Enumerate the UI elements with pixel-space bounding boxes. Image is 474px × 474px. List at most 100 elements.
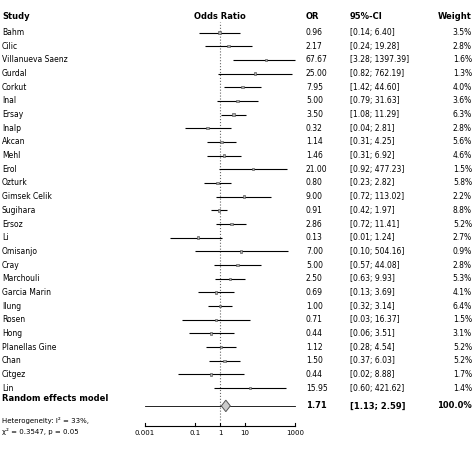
Text: [0.13; 3.69]: [0.13; 3.69] xyxy=(350,288,395,297)
Text: 2.50: 2.50 xyxy=(306,274,323,283)
Text: Li: Li xyxy=(2,233,9,242)
Text: Inal: Inal xyxy=(2,96,16,105)
Bar xyxy=(230,223,233,225)
Text: 1000: 1000 xyxy=(286,430,304,437)
Text: [3.28; 1397.39]: [3.28; 1397.39] xyxy=(350,55,409,64)
Text: 67.67: 67.67 xyxy=(306,55,328,64)
Text: 4.1%: 4.1% xyxy=(453,288,472,297)
Text: Inalp: Inalp xyxy=(2,124,21,133)
Text: 5.3%: 5.3% xyxy=(453,274,472,283)
Text: 2.8%: 2.8% xyxy=(453,124,472,133)
Text: 0.96: 0.96 xyxy=(306,28,323,37)
Text: 1.6%: 1.6% xyxy=(453,55,472,64)
Text: Mehl: Mehl xyxy=(2,151,20,160)
Bar xyxy=(207,127,209,129)
Bar xyxy=(241,86,244,89)
Text: 1.7%: 1.7% xyxy=(453,370,472,379)
Text: Gurdal: Gurdal xyxy=(2,69,28,78)
Bar xyxy=(236,264,239,266)
Text: 1.12: 1.12 xyxy=(306,343,323,352)
Text: Planellas Gine: Planellas Gine xyxy=(2,343,56,352)
Text: 5.6%: 5.6% xyxy=(453,137,472,146)
Text: 0.71: 0.71 xyxy=(306,315,323,324)
Text: 1.5%: 1.5% xyxy=(453,315,472,324)
Text: [0.01; 1.24]: [0.01; 1.24] xyxy=(350,233,394,242)
Text: Ilung: Ilung xyxy=(2,301,21,310)
Text: 10: 10 xyxy=(240,430,249,437)
Text: [0.10; 504.16]: [0.10; 504.16] xyxy=(350,247,404,256)
Text: Erol: Erol xyxy=(2,165,17,174)
Text: [1.42; 44.60]: [1.42; 44.60] xyxy=(350,83,400,92)
Bar xyxy=(197,237,199,239)
Text: 1.4%: 1.4% xyxy=(453,383,472,392)
Text: 0.32: 0.32 xyxy=(306,124,323,133)
Text: 7.00: 7.00 xyxy=(306,247,323,256)
Text: 3.6%: 3.6% xyxy=(453,96,472,105)
Text: [0.72; 11.41]: [0.72; 11.41] xyxy=(350,219,399,228)
Text: Corkut: Corkut xyxy=(2,83,27,92)
Bar xyxy=(210,373,212,376)
Text: [0.02; 8.88]: [0.02; 8.88] xyxy=(350,370,394,379)
Bar xyxy=(215,319,218,321)
Text: 0.44: 0.44 xyxy=(306,329,323,338)
Text: Bahm: Bahm xyxy=(2,28,24,37)
Text: 6.4%: 6.4% xyxy=(453,301,472,310)
Text: Heterogeneity: I² = 33%,: Heterogeneity: I² = 33%, xyxy=(2,417,89,424)
Text: [0.63; 9.93]: [0.63; 9.93] xyxy=(350,274,395,283)
Text: 5.2%: 5.2% xyxy=(453,219,472,228)
Bar xyxy=(240,250,242,253)
Text: 4.6%: 4.6% xyxy=(453,151,472,160)
Text: Hong: Hong xyxy=(2,329,22,338)
Text: 0.9%: 0.9% xyxy=(453,247,472,256)
Text: 5.00: 5.00 xyxy=(306,261,323,270)
Bar xyxy=(249,387,251,389)
Text: [0.28; 4.54]: [0.28; 4.54] xyxy=(350,343,395,352)
Text: 1.71: 1.71 xyxy=(306,401,327,410)
Bar xyxy=(219,305,221,307)
Text: [0.37; 6.03]: [0.37; 6.03] xyxy=(350,356,395,365)
Text: Rosen: Rosen xyxy=(2,315,25,324)
Text: Akcan: Akcan xyxy=(2,137,26,146)
Text: [0.72; 113.02]: [0.72; 113.02] xyxy=(350,192,404,201)
Text: OR: OR xyxy=(306,11,319,20)
Text: 1.00: 1.00 xyxy=(306,301,323,310)
Bar xyxy=(220,346,222,348)
Bar xyxy=(210,332,212,335)
Text: 1.14: 1.14 xyxy=(306,137,323,146)
Text: Ersoz: Ersoz xyxy=(2,219,23,228)
Bar xyxy=(232,113,235,116)
Text: 0.1: 0.1 xyxy=(190,430,201,437)
Text: [0.06; 3.51]: [0.06; 3.51] xyxy=(350,329,395,338)
Text: 0.001: 0.001 xyxy=(135,430,155,437)
Text: 7.95: 7.95 xyxy=(306,83,323,92)
Polygon shape xyxy=(221,400,230,411)
Text: 9.00: 9.00 xyxy=(306,192,323,201)
Text: [1.13; 2.59]: [1.13; 2.59] xyxy=(350,401,405,410)
Text: 2.8%: 2.8% xyxy=(453,261,472,270)
Bar xyxy=(254,73,256,75)
Text: 0.91: 0.91 xyxy=(306,206,323,215)
Text: [0.82; 762.19]: [0.82; 762.19] xyxy=(350,69,404,78)
Text: 0.80: 0.80 xyxy=(306,179,323,188)
Text: χ² = 0.3547, p = 0.05: χ² = 0.3547, p = 0.05 xyxy=(2,428,79,435)
Text: [0.92; 477.23]: [0.92; 477.23] xyxy=(350,165,404,174)
Text: 0.44: 0.44 xyxy=(306,370,323,379)
Text: 95%-CI: 95%-CI xyxy=(350,11,383,20)
Text: 3.50: 3.50 xyxy=(306,110,323,119)
Text: 1.3%: 1.3% xyxy=(453,69,472,78)
Text: [0.42; 1.97]: [0.42; 1.97] xyxy=(350,206,395,215)
Text: [1.08; 11.29]: [1.08; 11.29] xyxy=(350,110,399,119)
Text: 2.7%: 2.7% xyxy=(453,233,472,242)
Text: Cray: Cray xyxy=(2,261,20,270)
Text: [0.31; 4.25]: [0.31; 4.25] xyxy=(350,137,395,146)
Text: 2.2%: 2.2% xyxy=(453,192,472,201)
Text: Garcia Marin: Garcia Marin xyxy=(2,288,51,297)
Text: 5.00: 5.00 xyxy=(306,96,323,105)
Text: Chan: Chan xyxy=(2,356,22,365)
Text: [0.57; 44.08]: [0.57; 44.08] xyxy=(350,261,400,270)
Bar xyxy=(264,59,267,61)
Text: [0.14; 6.40]: [0.14; 6.40] xyxy=(350,28,395,37)
Text: 100.0%: 100.0% xyxy=(437,401,472,410)
Text: 21.00: 21.00 xyxy=(306,165,328,174)
Text: 1.46: 1.46 xyxy=(306,151,323,160)
